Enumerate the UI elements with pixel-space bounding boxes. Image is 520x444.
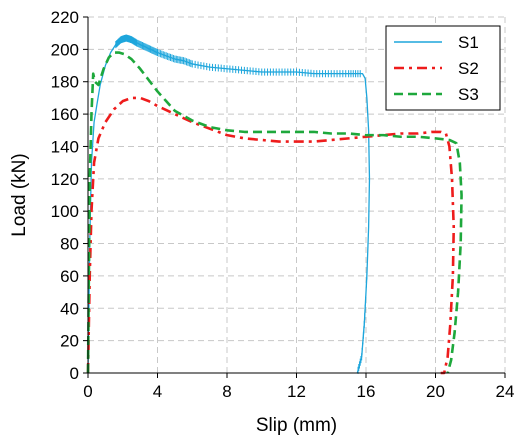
x-tick-label: 12 xyxy=(287,382,306,401)
tick-labels: 0 4 8 12 16 20 24 0 20 40 60 80 100 120 140 160 180 200 22… xyxy=(51,8,515,401)
y-tick-label: 20 xyxy=(60,332,79,351)
y-axis-title: Load (kN) xyxy=(9,153,30,236)
y-tick-label: 80 xyxy=(60,235,79,254)
y-tick-label: 60 xyxy=(60,267,79,286)
y-tick-label: 100 xyxy=(51,202,79,221)
series-line-S1 xyxy=(87,37,371,374)
y-tick-label: 160 xyxy=(51,105,79,124)
x-tick-label: 4 xyxy=(153,382,162,401)
y-tick-label: 0 xyxy=(70,364,79,383)
y-tick-label: 40 xyxy=(60,299,79,318)
x-axis-title: Slip (mm) xyxy=(256,415,337,436)
series-line-S2 xyxy=(86,96,456,375)
y-tick-label: 200 xyxy=(51,40,79,59)
x-tick-label: 16 xyxy=(357,382,376,401)
legend-label-S2: S2 xyxy=(458,59,479,78)
legend-label-S1: S1 xyxy=(458,33,479,52)
y-tick-label: 140 xyxy=(51,137,79,156)
legend-label-S3: S3 xyxy=(458,85,479,104)
x-tick-label: 8 xyxy=(222,382,231,401)
axes xyxy=(83,16,506,378)
x-tick-label: 0 xyxy=(83,382,92,401)
series-oscillation-S1 xyxy=(115,34,368,374)
legend: S1 S2 S3 xyxy=(385,25,501,111)
series-line-S3 xyxy=(86,51,463,374)
series-layer xyxy=(86,34,463,375)
x-tick-label: 24 xyxy=(496,382,515,401)
y-tick-label: 180 xyxy=(51,73,79,92)
x-tick-label: 20 xyxy=(426,382,445,401)
y-tick-label: 220 xyxy=(51,8,79,27)
legend-box xyxy=(385,25,501,111)
y-tick-label: 120 xyxy=(51,170,79,189)
